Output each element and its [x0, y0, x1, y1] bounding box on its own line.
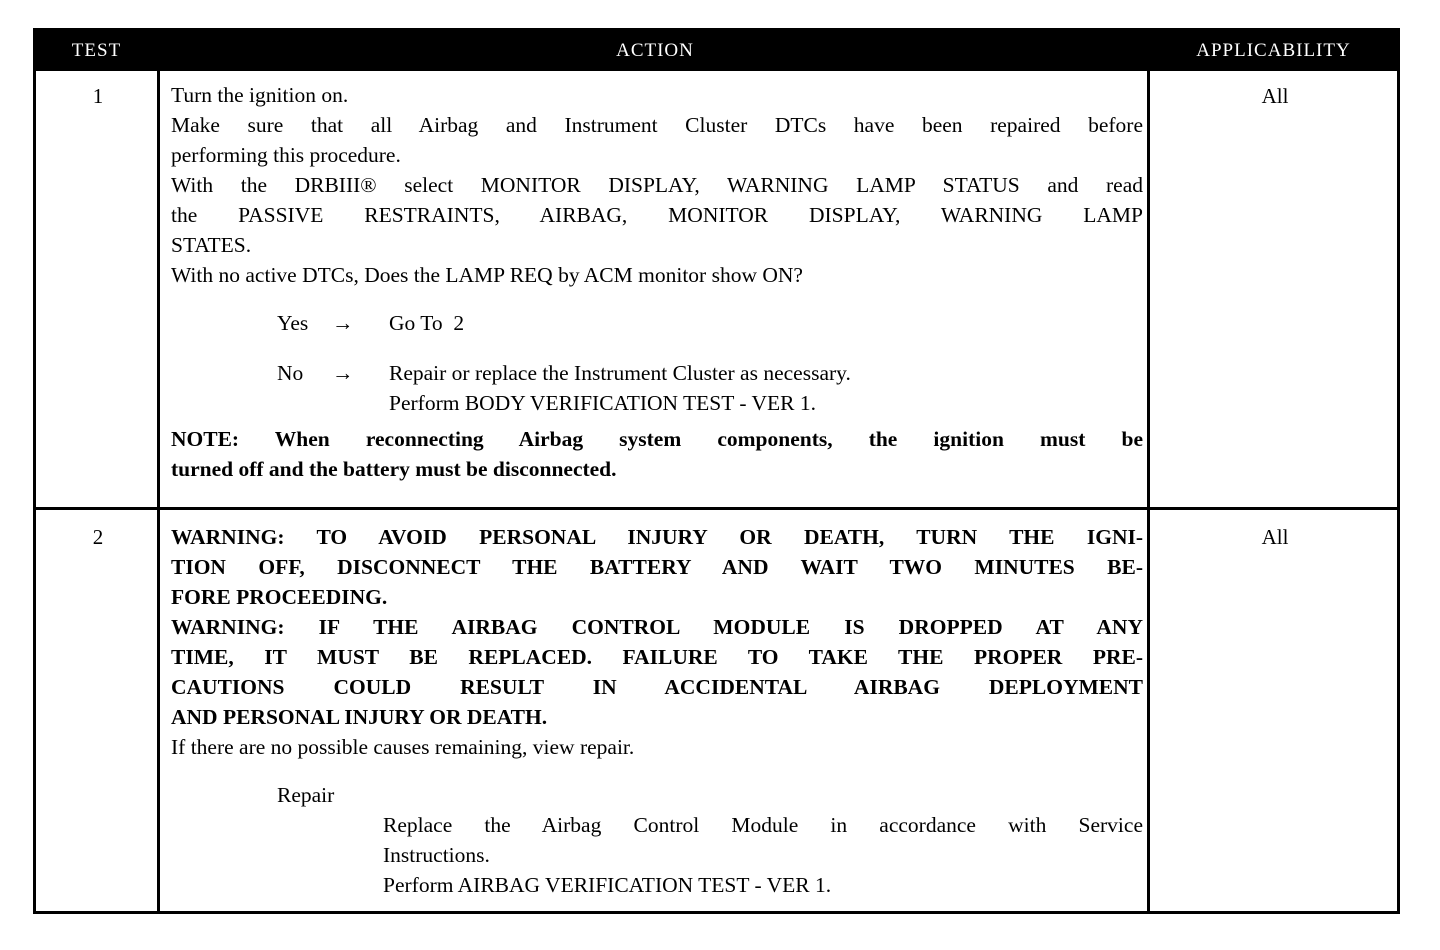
header-test: TEST — [71, 40, 122, 61]
repair-line: Perform AIRBAG VERIFICATION TEST - VER 1… — [383, 873, 832, 897]
applicability: All — [1261, 525, 1289, 549]
diagnostic-test-table: TEST ACTION APPLICABILITY 1 All Turn the… — [33, 28, 1400, 914]
test-number: 2 — [92, 525, 104, 549]
warning-line: TION OFF, DISCONNECT THE BATTERY AND WAI… — [171, 555, 1143, 579]
test-number: 1 — [92, 84, 104, 108]
action-line: With the DRBIII® select MONITOR DISPLAY,… — [171, 173, 1143, 197]
yes-action: Go To 2 — [389, 311, 465, 335]
warning-line: WARNING: TO AVOID PERSONAL INJURY OR DEA… — [171, 525, 1143, 549]
repair-line: Replace the Airbag Control Module in acc… — [383, 813, 1143, 837]
arrow-icon: → — [332, 311, 354, 335]
row-divider — [36, 507, 1397, 510]
action-line: Make sure that all Airbag and Instrument… — [171, 113, 1143, 137]
note-line: turned off and the battery must be disco… — [171, 457, 617, 481]
warning-line: WARNING: IF THE AIRBAG CONTROL MODULE IS… — [171, 615, 1143, 639]
column-divider — [1147, 71, 1150, 911]
column-divider — [157, 71, 160, 911]
yes-branch: Yes → Go To 2 — [171, 308, 1143, 338]
warnings: WARNING: TO AVOID PERSONAL INJURY OR DEA… — [171, 522, 1143, 732]
no-branch: No → Repair or replace the Instrument Cl… — [171, 358, 1143, 418]
warning-line: AND PERSONAL INJURY OR DEATH. — [171, 705, 548, 729]
header-applicability: APPLICABILITY — [1196, 40, 1351, 61]
repair-steps: Replace the Airbag Control Module in acc… — [171, 810, 1143, 900]
warning-line: FORE PROCEEDING. — [171, 585, 388, 609]
action-line: With no active DTCs, Does the LAMP REQ b… — [171, 263, 803, 287]
no-label: No — [277, 361, 304, 385]
arrow-icon: → — [332, 361, 354, 385]
warning-line: TIME, IT MUST BE REPLACED. FAILURE TO TA… — [171, 645, 1143, 669]
yes-label: Yes — [277, 311, 309, 335]
action-line: performing this procedure. — [171, 143, 401, 167]
note-line: NOTE: When reconnecting Airbag system co… — [171, 427, 1143, 451]
warning-line: CAUTIONS COULD RESULT IN ACCIDENTAL AIRB… — [171, 675, 1143, 699]
no-action: Perform BODY VERIFICATION TEST - VER 1. — [389, 391, 817, 415]
note: NOTE: When reconnecting Airbag system co… — [171, 424, 1143, 484]
action-line: the PASSIVE RESTRAINTS, AIRBAG, MONITOR … — [171, 203, 1143, 227]
header-action: ACTION — [616, 40, 694, 61]
action-line: Turn the ignition on. — [171, 83, 349, 107]
test-1-action: Turn the ignition on. Make sure that all… — [171, 80, 1143, 484]
repair-label: Repair — [277, 783, 335, 807]
test-2-action: WARNING: TO AVOID PERSONAL INJURY OR DEA… — [171, 522, 1143, 900]
repair-line: Instructions. — [383, 843, 490, 867]
no-action: Repair or replace the Instrument Cluster… — [389, 361, 851, 385]
table-header: TEST ACTION APPLICABILITY — [36, 31, 1397, 71]
action-line: STATES. — [171, 233, 252, 257]
action-line: If there are no possible causes remainin… — [171, 735, 635, 759]
applicability: All — [1261, 84, 1289, 108]
